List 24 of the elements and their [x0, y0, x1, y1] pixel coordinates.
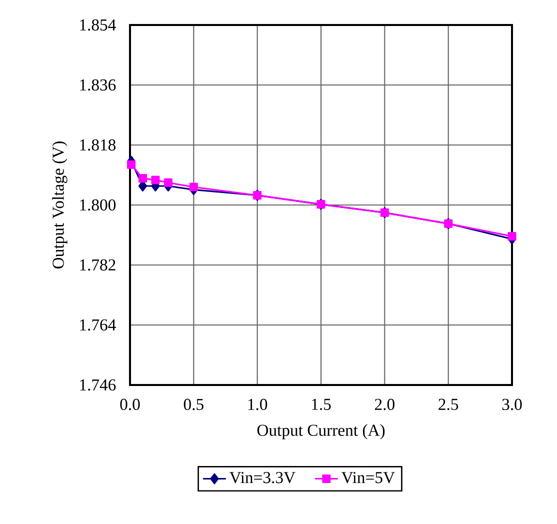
x-tick-label: 1.0: [248, 398, 268, 410]
x-tick-label: 2.5: [438, 398, 458, 410]
legend-label: Vin=3.3V: [229, 472, 296, 484]
point: [151, 176, 160, 184]
y-tick-label: 1.782: [80, 259, 116, 271]
y-tick-label: 1.854: [80, 19, 116, 31]
x-tick-label: 0.0: [120, 398, 140, 410]
y-tick-label: 1.836: [80, 79, 116, 91]
y-tick-label: 1.764: [80, 319, 116, 331]
point: [127, 160, 136, 169]
x-tick-label: 2.0: [374, 398, 394, 410]
point: [138, 174, 148, 183]
y-axis-title: Output Voltage (V): [52, 142, 68, 268]
x-axis-title: Output Current (A): [257, 424, 385, 440]
point: [189, 182, 198, 192]
x-tick-label: 3.0: [502, 398, 522, 410]
point: [508, 232, 516, 241]
point: [164, 178, 172, 187]
y-tick-label: 1.800: [80, 199, 116, 211]
y-tick-label: 1.818: [80, 139, 116, 151]
legend-label: Vin=5V: [341, 472, 395, 484]
y-tick-label: 1.746: [80, 379, 116, 391]
x-tick-label: 0.5: [184, 398, 204, 410]
x-tick-label: 1.5: [312, 398, 331, 410]
